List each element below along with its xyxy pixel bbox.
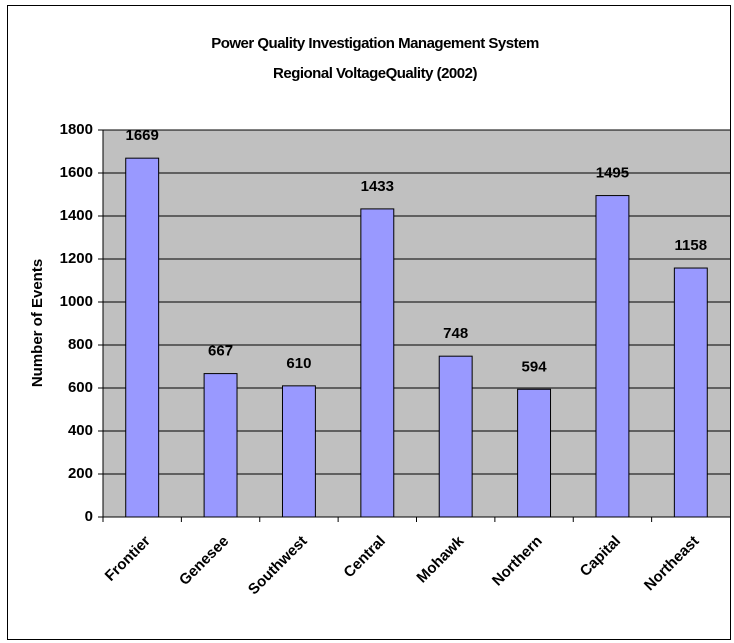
- chart-title: Power Quality Investigation Management S…: [211, 35, 539, 52]
- bar: [438, 355, 473, 518]
- data-label: 667: [208, 343, 233, 360]
- y-tick-label: 1400: [60, 207, 93, 224]
- y-tick-label: 0: [85, 508, 93, 525]
- y-tick-label: 1600: [60, 164, 93, 181]
- chart-subtitle: Regional VoltageQuality (2002): [273, 65, 477, 82]
- bar: [673, 267, 708, 518]
- data-label: 1495: [596, 165, 629, 182]
- data-label: 594: [522, 358, 548, 375]
- data-label: 1158: [675, 237, 708, 254]
- plot-area: [103, 130, 730, 517]
- data-label: 1433: [361, 178, 394, 195]
- bar: [125, 157, 160, 518]
- bar: [203, 373, 238, 518]
- y-axis-label: Number of Events: [29, 259, 46, 387]
- bar: [360, 208, 395, 518]
- y-tick-label: 600: [68, 379, 93, 396]
- data-label: 748: [443, 325, 468, 342]
- y-tick-label: 400: [68, 422, 93, 439]
- bar: [595, 195, 630, 518]
- y-tick-label: 1000: [60, 293, 93, 310]
- y-tick-label: 800: [68, 336, 93, 353]
- bar: [281, 385, 316, 518]
- data-label: 610: [286, 355, 311, 372]
- data-label: 1669: [126, 127, 159, 144]
- bar: [517, 388, 552, 518]
- y-tick-label: 1800: [60, 121, 93, 138]
- y-tick-label: 200: [68, 465, 93, 482]
- y-tick-label: 1200: [60, 250, 93, 267]
